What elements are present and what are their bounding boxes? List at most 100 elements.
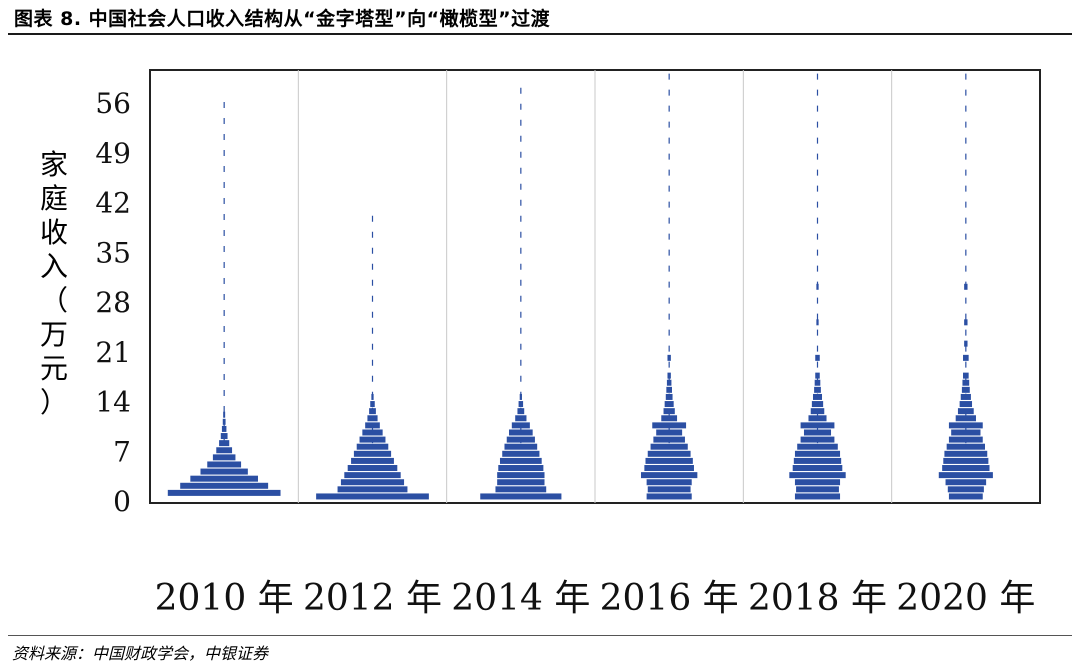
source-note: 资料来源：中国财政学会，中银证券 [12, 644, 269, 663]
distribution-bar [794, 493, 841, 500]
distribution-bar [794, 479, 841, 486]
distribution-bar [515, 415, 527, 422]
distribution-bar [495, 486, 547, 493]
distribution-bar [498, 465, 544, 472]
panel-label: 2014 年 [451, 578, 590, 619]
distribution-bar [356, 443, 389, 450]
distribution-bar [666, 386, 672, 393]
y-tick-label: 42 [95, 187, 131, 220]
distribution-bar [497, 479, 545, 486]
distribution-bar [344, 472, 401, 479]
y-axis-label-char: 收 [39, 216, 68, 249]
distribution-bar [963, 372, 969, 379]
distribution-bar [180, 482, 269, 489]
distribution-bar [951, 429, 981, 436]
distribution-bar [938, 472, 993, 479]
distribution-bar [200, 468, 248, 475]
distribution-bar [808, 415, 827, 422]
distribution-bar [517, 408, 525, 415]
distribution-bar [650, 443, 688, 450]
distribution-bar [665, 393, 673, 400]
y-tick-label: 56 [95, 87, 131, 120]
distribution-bar [793, 457, 842, 464]
panel-label: 2016 年 [600, 578, 739, 619]
distribution-bar [948, 422, 983, 429]
distribution-bar [666, 379, 672, 386]
distribution-bar [656, 429, 683, 436]
y-tick-label: 49 [95, 137, 131, 170]
distribution-bar [667, 354, 671, 361]
distribution-bar [652, 422, 687, 429]
distribution-bar [792, 465, 843, 472]
distribution-bar [647, 450, 691, 457]
y-tick-label: 14 [95, 386, 131, 419]
distribution-bar [661, 415, 678, 422]
distribution-bar [816, 283, 819, 290]
distribution-bar [221, 425, 227, 432]
distribution-bar [948, 493, 983, 500]
distribution-bar [222, 418, 226, 425]
distribution-bar [653, 436, 685, 443]
y-axis-label-char: 庭 [39, 182, 68, 215]
distribution-bar [800, 422, 835, 429]
distribution-bar [506, 436, 535, 443]
distribution-bar [800, 436, 835, 443]
distribution-bar [340, 479, 405, 486]
distribution-bar [814, 386, 821, 393]
distribution-bar [943, 457, 989, 464]
distribution-bar [947, 486, 984, 493]
distribution-bar [961, 386, 970, 393]
distribution-bar [964, 319, 968, 326]
distribution-bar [815, 372, 820, 379]
panel-label: 2018 年 [748, 578, 887, 619]
y-axis-label: 家庭收入（万元） [34, 148, 74, 420]
distribution-bar [957, 408, 974, 415]
distribution-bar [480, 493, 562, 500]
footer-rule [8, 635, 1072, 636]
distribution-bar [519, 393, 522, 400]
distribution-bar [646, 479, 692, 486]
distribution-bar [365, 422, 380, 429]
y-tick-label: 35 [95, 236, 131, 269]
distribution-bar [359, 436, 386, 443]
distribution-bar [962, 379, 970, 386]
panel-label: 2020 年 [896, 578, 1035, 619]
y-tick-label: 28 [95, 286, 131, 319]
distribution-bar [518, 401, 524, 408]
distribution-bar [964, 283, 968, 290]
distribution-bar [647, 486, 691, 493]
distribution-bar [207, 461, 242, 468]
distribution-bar [216, 447, 233, 454]
distribution-bar [219, 440, 230, 447]
distribution-bar [370, 401, 375, 408]
distribution-bar [508, 429, 533, 436]
distribution-bar [948, 436, 983, 443]
distribution-bar [316, 493, 429, 500]
distribution-bar [963, 354, 969, 361]
distribution-bar [220, 433, 228, 440]
distribution-bar [367, 415, 378, 422]
distribution-bar [815, 354, 820, 361]
y-tick-label: 7 [113, 435, 131, 468]
distribution-bar [212, 454, 236, 461]
distribution-bar [955, 415, 976, 422]
distribution-bar [803, 429, 832, 436]
distribution-bar [942, 465, 990, 472]
y-tick-label: 21 [95, 336, 131, 369]
distribution-bar [645, 457, 693, 464]
distribution-bar [190, 475, 258, 482]
distribution-bar [337, 486, 408, 493]
distribution-bar [667, 372, 671, 379]
distribution-bar [797, 443, 838, 450]
distribution-bar [794, 450, 841, 457]
y-axis-label-char: 家 [39, 148, 68, 181]
distribution-bar [664, 401, 674, 408]
distribution-bar [959, 401, 973, 408]
figure-title: 图表 8. 中国社会人口收入结构从“金字塔型”向“橄榄型”过渡 [14, 8, 551, 30]
panel-label: 2012 年 [303, 578, 442, 619]
distribution-bar [814, 379, 821, 386]
distribution-bar [646, 493, 692, 500]
distribution-bar [960, 393, 971, 400]
distribution-bar [223, 411, 226, 418]
